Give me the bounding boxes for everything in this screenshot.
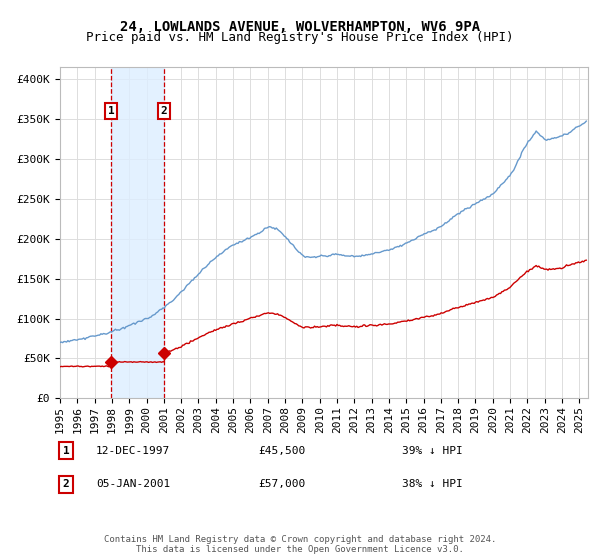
Bar [111,67,164,398]
Text: £45,500: £45,500 [258,446,305,456]
Text: 2: 2 [62,479,70,489]
Text: Price paid vs. HM Land Registry's House Price Index (HPI): Price paid vs. HM Land Registry's House … [86,31,514,44]
Text: 1: 1 [107,106,115,116]
Text: 38% ↓ HPI: 38% ↓ HPI [402,479,463,489]
Text: £57,000: £57,000 [258,479,305,489]
Text: 2: 2 [161,106,167,116]
Text: 1: 1 [62,446,70,456]
Text: 24, LOWLANDS AVENUE, WOLVERHAMPTON, WV6 9PA: 24, LOWLANDS AVENUE, WOLVERHAMPTON, WV6 … [120,20,480,34]
Text: Contains HM Land Registry data © Crown copyright and database right 2024.
This d: Contains HM Land Registry data © Crown c… [104,535,496,554]
Text: 05-JAN-2001: 05-JAN-2001 [96,479,170,489]
Text: 39% ↓ HPI: 39% ↓ HPI [402,446,463,456]
Text: 12-DEC-1997: 12-DEC-1997 [96,446,170,456]
